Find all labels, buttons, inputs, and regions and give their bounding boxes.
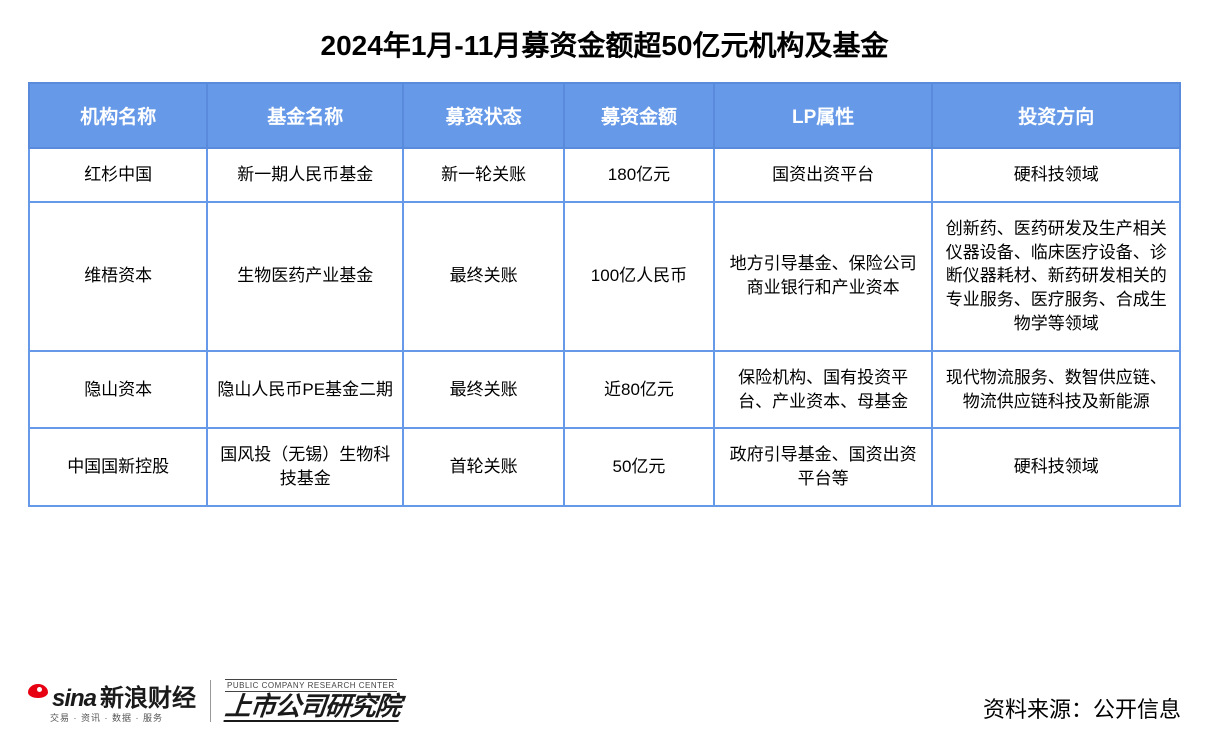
col-header-status: 募资状态 xyxy=(403,83,564,148)
sina-eye-icon xyxy=(28,684,48,698)
cell-direction: 现代物流服务、数智供应链、物流供应链科技及新能源 xyxy=(932,351,1180,429)
cell-status: 最终关账 xyxy=(403,351,564,429)
footer: sina 新浪财经 交易 · 资讯 · 数据 · 服务 PUBLIC COMPA… xyxy=(0,678,1209,724)
sina-cn-text: 新浪财经 xyxy=(100,678,196,713)
logo-group: sina 新浪财经 交易 · 资讯 · 数据 · 服务 PUBLIC COMPA… xyxy=(28,678,400,724)
source-value: 公开信息 xyxy=(1093,697,1181,722)
table-row: 隐山资本 隐山人民币PE基金二期 最终关账 近80亿元 保险机构、国有投资平台、… xyxy=(29,351,1180,429)
sina-latin-text: sina xyxy=(52,685,96,713)
table-row: 中国国新控股 国风投（无锡）生物科技基金 首轮关账 50亿元 政府引导基金、国资… xyxy=(29,428,1180,506)
source-label: 资料来源： xyxy=(983,697,1093,722)
col-header-direction: 投资方向 xyxy=(932,83,1180,148)
cell-lp: 政府引导基金、国资出资平台等 xyxy=(714,428,933,506)
col-header-fund: 基金名称 xyxy=(207,83,403,148)
cell-status: 首轮关账 xyxy=(403,428,564,506)
logo-divider xyxy=(210,680,211,722)
data-source: 资料来源：公开信息 xyxy=(983,692,1181,724)
cell-fund: 国风投（无锡）生物科技基金 xyxy=(207,428,403,506)
cell-org: 红杉中国 xyxy=(29,148,207,202)
cell-amount: 50亿元 xyxy=(564,428,714,506)
cell-fund: 生物医药产业基金 xyxy=(207,202,403,351)
funds-table: 机构名称 基金名称 募资状态 募资金额 LP属性 投资方向 红杉中国 新一期人民… xyxy=(28,82,1181,507)
sina-logo: sina 新浪财经 交易 · 资讯 · 数据 · 服务 xyxy=(28,678,196,724)
cell-fund: 新一期人民币基金 xyxy=(207,148,403,202)
cell-lp: 保险机构、国有投资平台、产业资本、母基金 xyxy=(714,351,933,429)
cell-lp: 地方引导基金、保险公司商业银行和产业资本 xyxy=(714,202,933,351)
sina-subtitle: 交易 · 资讯 · 数据 · 服务 xyxy=(50,711,163,724)
cell-org: 维梧资本 xyxy=(29,202,207,351)
cell-status: 最终关账 xyxy=(403,202,564,351)
cell-status: 新一轮关账 xyxy=(403,148,564,202)
institute-logo: PUBLIC COMPANY RESEARCH CENTER 上市公司研究院 xyxy=(225,679,400,722)
table-header-row: 机构名称 基金名称 募资状态 募资金额 LP属性 投资方向 xyxy=(29,83,1180,148)
cell-direction: 硬科技领域 xyxy=(932,428,1180,506)
cell-org: 中国国新控股 xyxy=(29,428,207,506)
page-title: 2024年1月-11月募资金额超50亿元机构及基金 xyxy=(0,0,1209,82)
table-row: 红杉中国 新一期人民币基金 新一轮关账 180亿元 国资出资平台 硬科技领域 xyxy=(29,148,1180,202)
cell-direction: 创新药、医药研发及生产相关仪器设备、临床医疗设备、诊断仪器耗材、新药研发相关的专… xyxy=(932,202,1180,351)
cell-fund: 隐山人民币PE基金二期 xyxy=(207,351,403,429)
cell-lp: 国资出资平台 xyxy=(714,148,933,202)
cell-amount: 近80亿元 xyxy=(564,351,714,429)
col-header-lp: LP属性 xyxy=(714,83,933,148)
cell-amount: 180亿元 xyxy=(564,148,714,202)
cell-direction: 硬科技领域 xyxy=(932,148,1180,202)
col-header-amount: 募资金额 xyxy=(564,83,714,148)
table-row: 维梧资本 生物医药产业基金 最终关账 100亿人民币 地方引导基金、保险公司商业… xyxy=(29,202,1180,351)
institute-cn-text: 上市公司研究院 xyxy=(223,693,401,722)
cell-amount: 100亿人民币 xyxy=(564,202,714,351)
col-header-org: 机构名称 xyxy=(29,83,207,148)
cell-org: 隐山资本 xyxy=(29,351,207,429)
table-container: 机构名称 基金名称 募资状态 募资金额 LP属性 投资方向 红杉中国 新一期人民… xyxy=(0,82,1209,507)
